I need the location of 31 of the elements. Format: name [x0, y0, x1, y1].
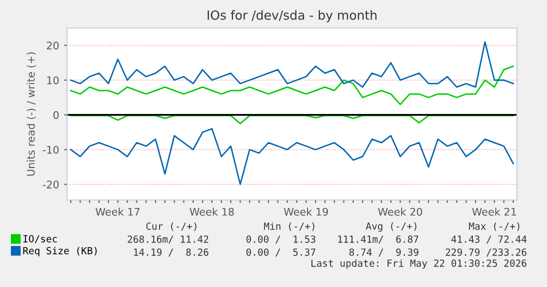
line-series [70, 41, 514, 88]
x-tick-label: Week 19 [284, 208, 328, 216]
x-tick-label: Week 20 [378, 208, 422, 216]
legend-label: Req Size (KB) [23, 246, 97, 256]
text: 268.16m/ 11.42 [128, 235, 208, 244]
y-tick-label: -10 [42, 146, 59, 154]
legend-label: IO/sec [24, 235, 57, 244]
text: 0.00 / 1.53 [246, 235, 316, 244]
text: 8.74 / 9.39 [349, 248, 418, 257]
x-tick-label: Week 21 [472, 208, 516, 216]
text: Max (-/+) [469, 222, 520, 231]
y-tick-label: 20 [46, 42, 59, 50]
text: 0.00 / 5.37 [246, 248, 316, 257]
text: 41.43 / 72.44 [451, 235, 527, 244]
text: 111.41m/ 6.87 [338, 235, 418, 244]
text: Cur (-/+) [146, 222, 196, 231]
y-axis-title: Units read (-) / write (+) [26, 52, 36, 176]
y-tick-label: -20 [42, 180, 59, 188]
text: 14.19 / 8.26 [134, 248, 208, 257]
text: 229.79 /233.26 [446, 248, 526, 257]
text: Avg (-/+) [366, 222, 416, 232]
line-series [70, 128, 514, 186]
text: Last update: Fri May 22 01:30:25 2026 [311, 259, 526, 269]
chart-title: IOs for /dev/sda - by month [208, 10, 376, 22]
y-tick-label: 0 [53, 111, 59, 119]
y-tick-label: 10 [47, 76, 59, 84]
line-series [70, 114, 514, 124]
text: Min (-/+) [264, 222, 314, 231]
line-series [70, 66, 514, 106]
x-tick-label: Week 18 [190, 208, 234, 216]
x-tick-label: Week 17 [96, 208, 140, 216]
